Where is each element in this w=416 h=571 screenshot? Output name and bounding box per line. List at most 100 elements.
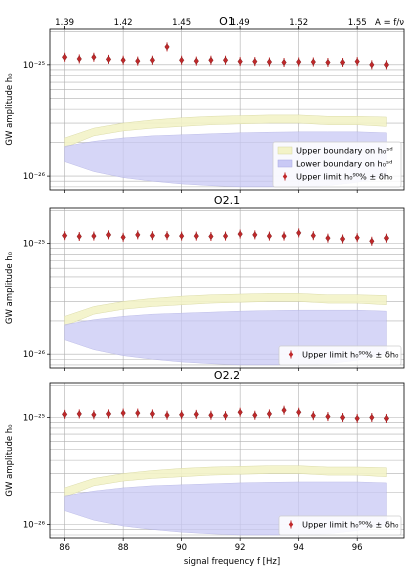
top-tick-label: 1.42 (114, 18, 133, 28)
top-tick-label: 1.52 (289, 18, 308, 28)
data-point (340, 413, 346, 422)
data-point (310, 58, 316, 66)
legend-marker (288, 521, 294, 528)
data-point (340, 235, 346, 243)
data-point (135, 57, 141, 65)
data-point (252, 58, 258, 66)
data-point (281, 58, 287, 67)
data-point (164, 43, 170, 51)
top-axis-label: A = f/ν (375, 18, 404, 28)
upper-boundary-band (64, 293, 387, 327)
data-point (193, 410, 199, 418)
x-tick-label: 90 (176, 543, 187, 553)
data-point (164, 411, 170, 419)
data-point (369, 413, 375, 422)
y-tick-label: 10⁻²⁶ (23, 350, 46, 360)
x-tick-label: 96 (352, 543, 363, 553)
data-point (164, 232, 170, 240)
data-point (105, 231, 112, 239)
legend: Upper limit h₀⁹⁰% ± δh₀ (278, 515, 402, 536)
data-point (222, 56, 229, 64)
x-tick-label: 88 (118, 543, 129, 553)
data-point (296, 408, 302, 416)
y-tick-label: 10⁻²⁵ (23, 240, 45, 250)
data-point (383, 61, 389, 69)
y-tick-label: 10⁻²⁵ (23, 414, 45, 424)
data-point (76, 55, 82, 63)
upper-boundary-band (64, 114, 387, 149)
data-point (62, 232, 68, 240)
y-tick-label: 10⁻²⁶ (23, 172, 46, 182)
data-point (325, 58, 331, 67)
data-point (135, 409, 141, 417)
panel-3: O2.2 86 88 90 92 94 96 10⁻²⁶ 10⁻²⁵ GW amplitude h… (5, 369, 405, 553)
panel-2: O2.1 10⁻²⁶ 10⁻²⁵ GW amplitude h₀ Upper limit… (5, 194, 405, 371)
data-point (237, 58, 243, 66)
data-point (383, 234, 389, 242)
data-point (296, 229, 302, 237)
legend-label: Lower boundary on h₀ˢᵈ (296, 159, 392, 169)
data-point (149, 56, 155, 64)
data-point (105, 410, 112, 418)
data-point (281, 232, 287, 240)
data-point (179, 232, 185, 240)
top-tick-label: 1.49 (231, 18, 250, 28)
data-point (310, 232, 316, 240)
panel-1: O1 10⁻²⁶ 10⁻²⁵ GW amplitude h₀ Upper boundar… (5, 15, 405, 193)
data-point (383, 414, 389, 422)
data-point (208, 56, 214, 64)
legend-box (278, 515, 402, 536)
legend-marker (282, 173, 288, 180)
data-point (91, 53, 97, 61)
x-axis-label: signal frequency f [Hz] (184, 557, 280, 567)
x-tick-label: 86 (59, 543, 70, 553)
data-point (354, 234, 360, 242)
data-point (237, 408, 243, 416)
panel-title: O1 (219, 15, 235, 28)
data-point (105, 55, 112, 63)
panels: 1.39 1.42 1.45 1.49 1.52 1.55 O1 10⁻²⁶ 10⁻²⁵ GW a… (5, 15, 405, 553)
data-point (76, 232, 82, 241)
legend-label: Upper boundary on h₀ˢᵈ (296, 146, 393, 156)
data-point (120, 233, 126, 241)
data-point (120, 56, 126, 64)
legend: Upper boundary on h₀ˢᵈ Lower boundary on … (272, 141, 402, 188)
panel-title: O2.2 (214, 369, 240, 382)
legend-label: Upper limit h₀⁹⁰% ± δh₀ (296, 172, 392, 182)
data-point (354, 58, 360, 66)
data-point (325, 413, 331, 421)
y-axis-label: GW amplitude h₀ (5, 251, 15, 324)
y-tick-label: 10⁻²⁵ (23, 61, 45, 71)
y-axis-label: GW amplitude h₀ (5, 73, 15, 146)
data-point (149, 410, 155, 418)
data-point (120, 409, 126, 417)
panel-frame (49, 382, 405, 539)
y-tick-label: 10⁻²⁶ (23, 521, 46, 531)
top-tick-label: 1.39 (55, 18, 74, 28)
data-point (62, 410, 68, 418)
panel-frame (49, 207, 405, 369)
data-point (237, 230, 243, 238)
data-point (325, 234, 331, 242)
legend-label: Upper limit h₀⁹⁰% ± δh₀ (302, 520, 398, 530)
data-point (252, 411, 258, 419)
data-point (340, 58, 346, 67)
data-point (369, 237, 375, 245)
panel-title: O2.1 (214, 194, 240, 207)
y-axis-label: GW amplitude h₀ (5, 424, 15, 497)
data-point (193, 232, 199, 240)
data-point (354, 414, 360, 422)
data-point (208, 411, 214, 419)
x-tick-label: 94 (293, 543, 304, 553)
data-point (222, 412, 229, 420)
data-point (281, 406, 287, 414)
legend-box (272, 141, 402, 188)
data-point (369, 61, 375, 69)
upper-boundary-band (64, 465, 387, 498)
data-point (310, 412, 316, 420)
data-point (91, 411, 97, 419)
x-tick-label: 92 (235, 543, 246, 553)
data-point (62, 53, 68, 61)
data-point (296, 58, 302, 66)
